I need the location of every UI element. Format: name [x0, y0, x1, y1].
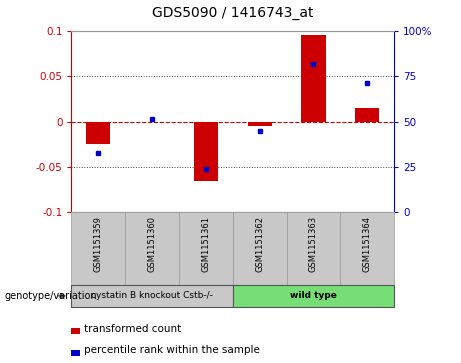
Text: GSM1151361: GSM1151361	[201, 216, 210, 272]
Bar	[248, 122, 272, 126]
Bar	[233, 285, 394, 307]
Bar	[355, 108, 379, 122]
Bar	[86, 122, 111, 144]
Text: GSM1151359: GSM1151359	[94, 216, 103, 272]
Text: GSM1151362: GSM1151362	[255, 216, 264, 272]
Bar	[125, 212, 179, 285]
Text: GSM1151363: GSM1151363	[309, 216, 318, 272]
Text: percentile rank within the sample: percentile rank within the sample	[84, 345, 260, 355]
Bar	[71, 212, 125, 285]
Text: wild type: wild type	[290, 291, 337, 300]
Bar	[194, 122, 218, 180]
Text: transformed count: transformed count	[84, 323, 182, 334]
Text: GSM1151364: GSM1151364	[363, 216, 372, 272]
Bar	[340, 212, 394, 285]
Bar	[301, 35, 325, 122]
Bar	[179, 212, 233, 285]
Text: GDS5090 / 1416743_at: GDS5090 / 1416743_at	[152, 6, 313, 20]
Text: genotype/variation: genotype/variation	[5, 291, 97, 301]
Bar	[71, 285, 233, 307]
Text: cystatin B knockout Cstb-/-: cystatin B knockout Cstb-/-	[91, 291, 213, 300]
Text: GSM1151360: GSM1151360	[148, 216, 157, 272]
Bar	[287, 212, 340, 285]
Bar	[233, 212, 287, 285]
